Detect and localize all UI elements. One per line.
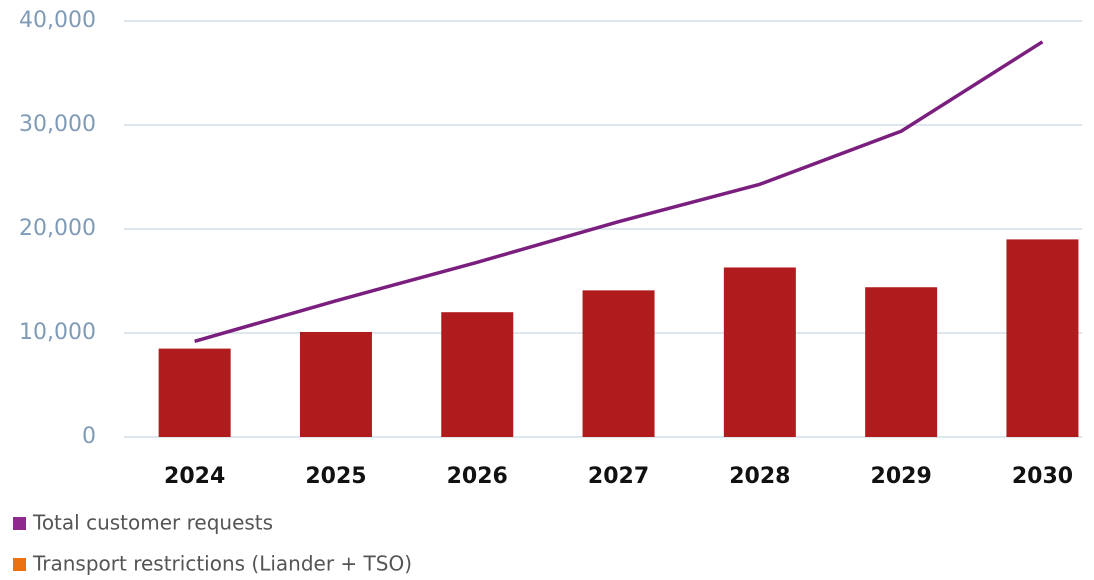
x-tick-label: 2026: [447, 464, 508, 489]
line: [194, 40, 1044, 344]
y-tick-label: 0: [82, 424, 96, 449]
bar: [1006, 239, 1079, 437]
x-tick-label: 2028: [729, 464, 790, 489]
y-tick-label: 40,000: [19, 8, 96, 33]
legend-label: Total customer requests: [32, 511, 273, 535]
bar: [582, 290, 655, 437]
x-tick-label: 2024: [164, 464, 225, 489]
bar: [865, 287, 938, 437]
x-tick-label: 2027: [588, 464, 649, 489]
x-tick-label: 2030: [1012, 464, 1073, 489]
bar: [723, 267, 796, 437]
x-tick-label: 2025: [305, 464, 366, 489]
x-tick-label: 2029: [871, 464, 932, 489]
y-tick-label: 30,000: [19, 112, 96, 137]
bar: [158, 348, 231, 437]
legend-label: Transport restrictions (Liander + TSO): [32, 552, 412, 576]
bar: [299, 331, 372, 437]
legend-swatch: [13, 558, 26, 571]
y-tick-label: 10,000: [19, 320, 96, 345]
y-tick-label: 20,000: [19, 216, 96, 241]
bar: [441, 312, 514, 437]
legend-swatch: [13, 517, 26, 530]
